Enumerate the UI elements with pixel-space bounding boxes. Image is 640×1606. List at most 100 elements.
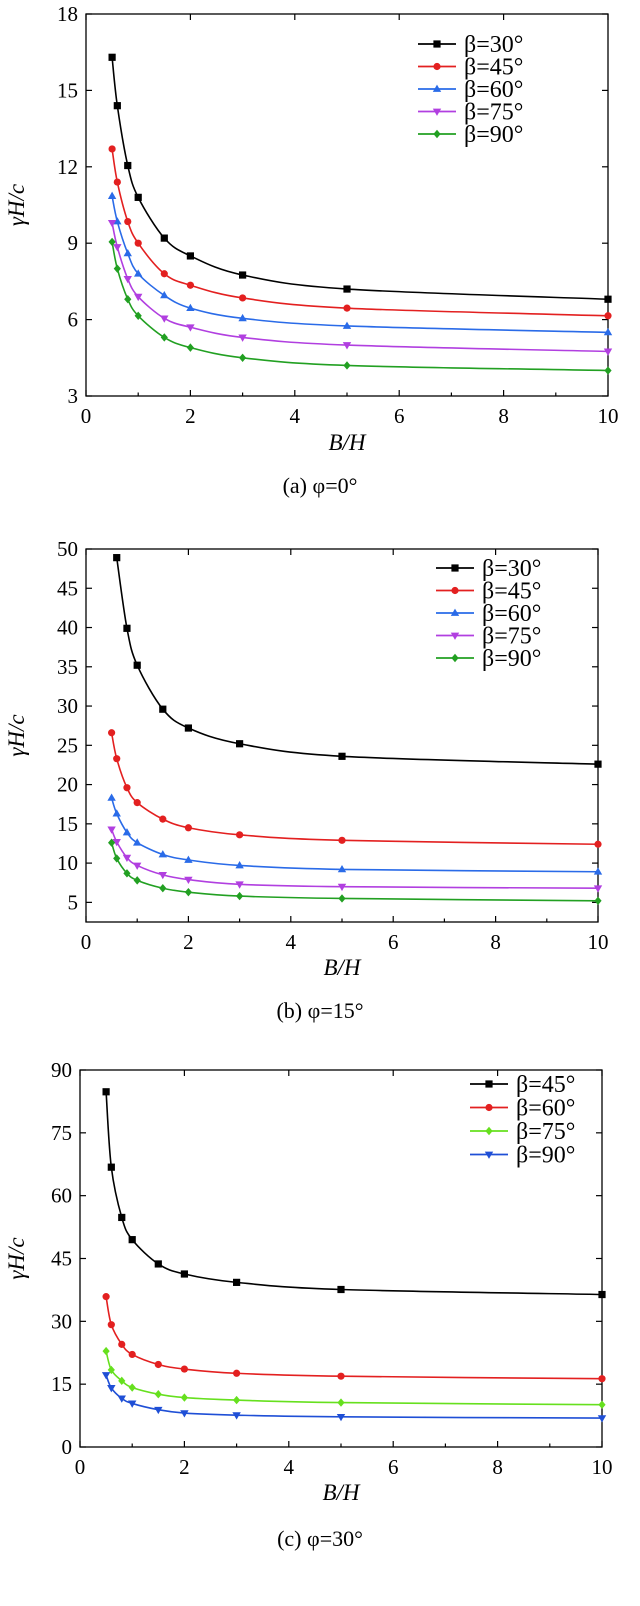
y-tick-label: 0 (62, 1435, 73, 1459)
data-point (107, 219, 117, 228)
data-point (235, 861, 244, 869)
data-point (236, 740, 244, 748)
x-tick-label: 4 (290, 404, 301, 428)
y-tick-label: 30 (57, 694, 78, 718)
data-point (108, 838, 116, 847)
y-tick-label: 90 (51, 1058, 72, 1082)
data-point (593, 867, 603, 875)
data-point (160, 234, 168, 242)
data-point (239, 294, 247, 302)
x-axis-title: B/H (328, 430, 366, 455)
data-point (113, 244, 122, 252)
data-point (133, 862, 142, 870)
data-point (239, 353, 247, 362)
data-point (113, 554, 121, 562)
legend-label: β=75° (482, 624, 541, 650)
data-point (108, 53, 116, 61)
data-point (338, 752, 346, 760)
y-tick-label: 30 (51, 1309, 72, 1333)
data-point (113, 217, 122, 225)
data-point (343, 361, 351, 370)
data-point (107, 1321, 115, 1329)
data-point (123, 275, 132, 284)
x-tick-label: 10 (588, 930, 609, 954)
data-point (118, 1340, 126, 1348)
data-point (123, 248, 132, 257)
data-point (133, 876, 141, 885)
series-line-2 (110, 732, 599, 846)
data-point (124, 161, 132, 170)
data-point (124, 295, 132, 304)
data-point (154, 1260, 162, 1268)
legend-marker (451, 564, 459, 572)
data-point (343, 304, 351, 312)
y-axis-title: γH/c (4, 714, 29, 756)
data-point (113, 102, 121, 110)
data-point (186, 303, 195, 312)
data-point (336, 1413, 346, 1422)
data-point (603, 348, 613, 356)
panel-caption: (a) φ=0° (283, 473, 358, 498)
data-point (128, 1400, 137, 1408)
data-point (160, 333, 168, 342)
y-tick-label: 5 (68, 890, 79, 914)
y-tick-label: 45 (57, 576, 78, 600)
y-axis-title: γH/c (4, 184, 29, 226)
data-point (134, 239, 142, 247)
data-point (235, 881, 244, 889)
data-point (101, 1372, 111, 1380)
y-tick-label: 25 (57, 733, 78, 757)
data-point (158, 872, 167, 880)
y-tick-label: 15 (57, 78, 78, 102)
data-point (124, 217, 132, 226)
x-tick-label: 8 (492, 1455, 503, 1479)
x-tick-label: 4 (286, 930, 297, 954)
data-point (598, 1290, 606, 1299)
x-tick-label: 10 (598, 404, 619, 428)
data-point (604, 366, 612, 375)
data-point (107, 1385, 116, 1393)
x-tick-label: 0 (75, 1455, 86, 1479)
legend-label: β=90° (482, 646, 541, 672)
data-point (107, 826, 116, 834)
legend-marker (485, 1103, 493, 1112)
data-point (107, 793, 116, 801)
data-point (108, 145, 116, 153)
x-tick-label: 8 (498, 404, 509, 428)
data-point (134, 269, 143, 277)
data-point (598, 1400, 606, 1409)
x-tick-label: 6 (388, 1455, 399, 1479)
legend-marker (450, 632, 460, 640)
x-tick-label: 2 (185, 404, 196, 428)
data-point (184, 887, 192, 897)
data-point (238, 313, 247, 322)
data-point (180, 1365, 188, 1373)
legend-label: β=30° (482, 556, 541, 582)
legend-label: β=60° (464, 77, 523, 103)
y-axis-title: γH/c (4, 1237, 29, 1279)
panel-caption: (b) φ=15° (276, 998, 363, 1023)
y-tick-label: 60 (51, 1184, 72, 1208)
legend-marker (484, 1151, 494, 1159)
legend-marker (450, 608, 460, 616)
data-point (337, 864, 347, 873)
data-point (597, 1415, 607, 1423)
data-point (342, 321, 352, 329)
data-point (113, 854, 121, 863)
data-point (233, 1395, 241, 1405)
data-point (180, 1410, 189, 1418)
data-point (233, 1278, 241, 1286)
y-tick-label: 45 (51, 1247, 72, 1271)
data-point (604, 295, 612, 303)
data-point (133, 799, 141, 807)
data-point (236, 831, 244, 839)
legend-marker (451, 653, 459, 663)
data-point (118, 1376, 126, 1386)
y-tick-label: 35 (57, 655, 78, 679)
data-point (108, 729, 116, 737)
data-point (113, 755, 121, 763)
y-tick-label: 18 (57, 2, 78, 26)
data-point (107, 1163, 115, 1171)
data-point (594, 896, 602, 905)
